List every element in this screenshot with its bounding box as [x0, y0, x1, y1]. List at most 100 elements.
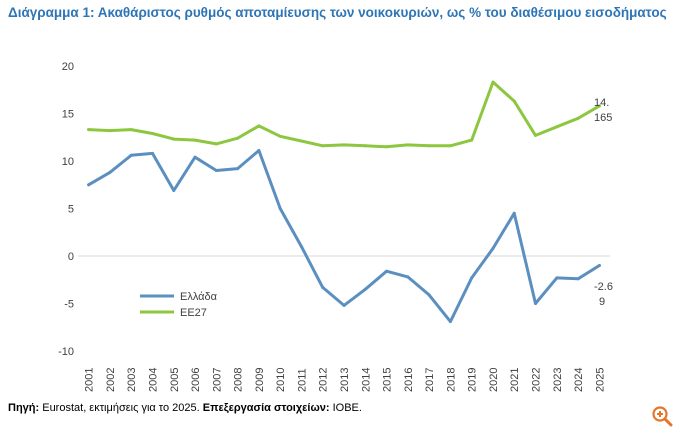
data-point: [470, 276, 474, 280]
data-point: [193, 138, 197, 142]
source-text: Eurostat, εκτιμήσεις για το 2025.: [39, 402, 203, 414]
data-point: [555, 125, 559, 129]
source-note: Πηγή: Eurostat, εκτιμήσεις για το 2025. …: [8, 402, 362, 414]
x-tick-label: 2001: [84, 368, 96, 392]
x-tick-label: 2007: [211, 368, 223, 392]
data-point: [321, 285, 325, 289]
x-axis-ticks: 2001 2002 2003 2004 2005 2006 2007 2008 2009 2010…: [84, 368, 607, 392]
end-label: -2.6: [594, 281, 613, 293]
data-point: [576, 116, 580, 120]
x-tick-label: 2022: [531, 368, 543, 392]
data-point: [491, 80, 495, 84]
data-point: [129, 128, 133, 132]
y-tick-label: 15: [62, 109, 74, 121]
x-tick-label: 2005: [169, 368, 181, 392]
x-tick-label: 2015: [382, 368, 394, 392]
data-point: [299, 245, 303, 248]
data-point: [512, 211, 516, 215]
x-tick-label: 2024: [573, 368, 585, 392]
data-point: [257, 149, 261, 153]
data-point: [87, 128, 91, 132]
end-label: 9: [599, 296, 605, 308]
legend-label: Ελλάδα: [180, 291, 218, 303]
data-point: [129, 153, 133, 157]
data-point: [172, 137, 176, 141]
y-tick-label: -10: [58, 346, 74, 358]
data-point: [448, 144, 452, 148]
data-point: [576, 277, 580, 281]
data-point: [385, 145, 389, 149]
data-point: [236, 136, 240, 140]
data-point: [534, 302, 538, 305]
x-tick-label: 2019: [467, 368, 479, 392]
data-point: [172, 188, 176, 192]
processing-text: ΙΟΒΕ.: [329, 402, 362, 414]
data-point: [299, 139, 303, 143]
data-point: [406, 143, 410, 147]
data-point: [87, 183, 91, 187]
x-tick-label: 2016: [403, 368, 415, 392]
x-tick-label: 2013: [339, 368, 351, 392]
data-point: [427, 293, 431, 297]
y-tick-label: 5: [68, 204, 74, 216]
data-point: [597, 264, 601, 267]
x-tick-label: 2002: [105, 368, 117, 392]
x-tick-label: 2023: [552, 368, 564, 392]
data-point: [534, 133, 538, 137]
x-tick-label: 2012: [318, 368, 330, 392]
x-tick-label: 2011: [296, 368, 308, 392]
y-tick-label: -5: [64, 299, 74, 311]
data-point: [236, 167, 240, 171]
series-line-1: [87, 80, 601, 149]
data-point: [342, 143, 346, 147]
x-tick-label: 2003: [126, 368, 138, 392]
source-label: Πηγή:: [8, 402, 40, 414]
x-tick-label: 2018: [445, 368, 457, 392]
data-point: [108, 170, 112, 174]
data-point: [257, 124, 261, 128]
data-point: [448, 320, 452, 324]
data-point: [321, 144, 325, 148]
data-point: [512, 99, 516, 103]
x-tick-label: 2008: [233, 368, 245, 392]
chart-title: Διάγραμμα 1: Ακαθάριστος ρυθμός αποταμίε…: [8, 5, 667, 20]
processing-label: Επεξεργασία στοιχείων:: [202, 402, 330, 414]
x-tick-label: 2020: [488, 368, 500, 392]
data-point: [406, 275, 410, 279]
data-point: [363, 287, 367, 291]
data-point: [214, 169, 218, 172]
x-tick-label: 2025: [594, 368, 606, 392]
y-axis-ticks: 20 15 10 5 0 -5 -10: [58, 61, 74, 358]
data-point: [491, 246, 495, 250]
y-tick-label: 20: [62, 61, 74, 73]
data-point: [342, 303, 346, 307]
zoom-in-icon[interactable]: [650, 404, 674, 428]
x-tick-label: 2004: [147, 368, 159, 392]
x-tick-label: 2010: [275, 368, 287, 392]
data-point: [427, 144, 431, 148]
legend: Ελλάδα ΕΕ27: [140, 291, 218, 319]
x-tick-label: 2014: [360, 368, 372, 392]
x-tick-label: 2006: [190, 368, 202, 392]
end-label: 14.: [594, 97, 609, 109]
y-tick-label: 0: [68, 251, 74, 263]
x-tick-label: 2009: [254, 368, 266, 392]
data-point: [108, 129, 112, 133]
series-lines: [87, 80, 601, 324]
data-point: [150, 151, 154, 155]
data-point: [363, 144, 367, 148]
data-point: [214, 142, 218, 146]
legend-label: ΕΕ27: [180, 307, 207, 319]
end-label: 165: [594, 112, 612, 124]
x-tick-label: 2021: [509, 368, 521, 392]
y-tick-label: 10: [62, 156, 74, 168]
data-point: [597, 104, 601, 108]
data-point: [385, 269, 389, 273]
data-point: [193, 155, 197, 159]
x-tick-label: 2017: [424, 368, 436, 392]
data-point: [470, 138, 474, 142]
data-point: [555, 276, 559, 280]
data-point: [150, 131, 154, 135]
